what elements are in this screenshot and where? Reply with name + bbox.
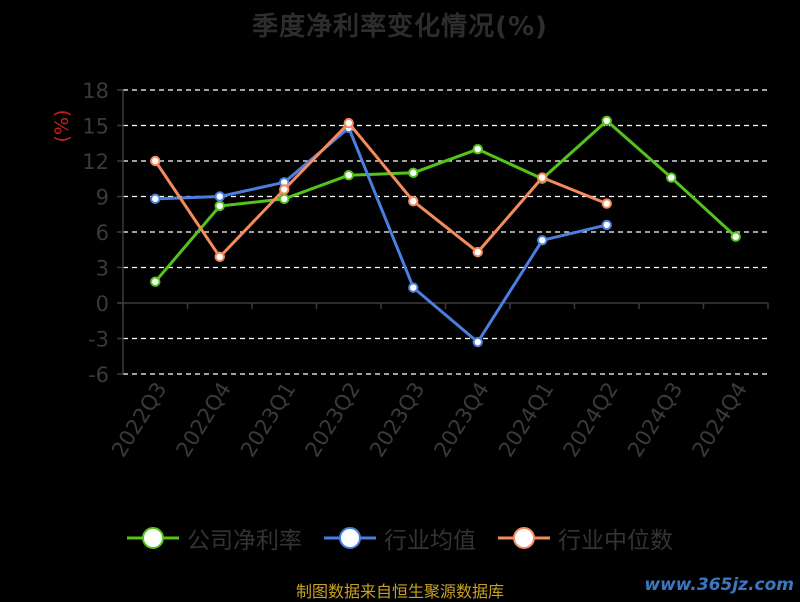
legend-item[interactable]: 行业中位数 (498, 521, 673, 555)
x-tick-label: 2023Q2 (300, 378, 365, 461)
legend-item[interactable]: 行业均值 (324, 521, 476, 555)
legend-label: 公司净利率 (187, 528, 302, 554)
data-point (214, 251, 225, 263)
watermark: www.365jz.com (644, 575, 794, 595)
x-tick-label: 2024Q2 (558, 378, 623, 461)
series-1 (150, 122, 612, 348)
series-line (155, 126, 608, 344)
chart-title: 季度净利率变化情况(%) (252, 12, 548, 42)
data-point (601, 115, 612, 126)
data-point (537, 172, 548, 183)
x-tick-label: 2023Q4 (429, 378, 494, 461)
series-0 (150, 115, 741, 287)
x-tick-label: 2024Q4 (687, 378, 752, 461)
data-point (150, 193, 161, 205)
y-tick-label: 6 (96, 221, 109, 245)
x-tick-label: 2023Q3 (365, 378, 430, 461)
data-point (601, 219, 612, 231)
data-point (150, 155, 161, 167)
y-tick-label: 9 (96, 186, 109, 210)
y-tick-label: -3 (88, 328, 109, 352)
data-point (279, 193, 290, 205)
x-tick-label: 2022Q3 (107, 378, 172, 461)
data-point (408, 196, 419, 207)
data-point (150, 276, 161, 287)
y-axis-label: (%) (51, 110, 73, 143)
data-point (472, 246, 483, 258)
legend-marker-icon (127, 527, 179, 549)
grid-layer (123, 89, 768, 375)
legend: 公司净利率 行业均值 行业中位数 (0, 518, 800, 558)
data-point (472, 143, 483, 155)
y-tick-label: 18 (82, 79, 109, 103)
data-point (666, 172, 677, 183)
y-tick-label: 12 (82, 150, 109, 174)
source-note: 制图数据来自恒生聚源数据库 (295, 582, 504, 601)
data-point (214, 200, 225, 212)
legend-marker-icon (324, 527, 376, 549)
legend-marker-icon (498, 527, 550, 549)
data-point (279, 184, 290, 195)
x-tick-label: 2022Q4 (171, 378, 236, 461)
series-layer (150, 115, 741, 348)
y-tick-label: 3 (96, 257, 109, 281)
y-tick-label: 15 (82, 115, 109, 139)
legend-item[interactable]: 公司净利率 (127, 521, 302, 555)
y-tick-label: 0 (96, 292, 109, 316)
series-line (154, 121, 608, 259)
legend-label: 行业中位数 (558, 528, 673, 554)
data-point (472, 336, 483, 348)
data-point (537, 235, 548, 246)
x-tick-label: 2024Q3 (623, 378, 688, 461)
data-point (343, 117, 354, 129)
data-point (730, 231, 741, 242)
data-point (214, 191, 225, 202)
x-tick-label: 2023Q1 (236, 378, 301, 461)
data-point (343, 170, 354, 181)
series-line (154, 119, 737, 283)
series-2 (150, 117, 612, 263)
y-tick-label: -6 (88, 363, 109, 387)
x-tick-label: 2024Q1 (494, 378, 559, 461)
data-point (408, 282, 419, 293)
data-point (601, 198, 612, 209)
data-point (408, 167, 419, 179)
legend-label: 行业均值 (384, 528, 476, 554)
